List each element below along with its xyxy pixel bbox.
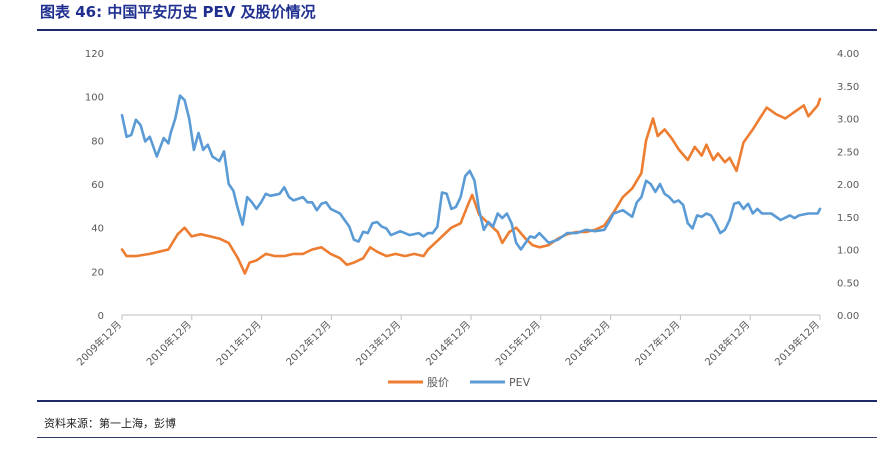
left-axis-tick-label: 80 <box>91 136 104 147</box>
legend-label-price: 股价 <box>427 376 449 389</box>
figure-title: 图表 46: 中国平安历史 PEV 及股价情况 <box>40 3 316 21</box>
x-axis-tick-label: 2018年12月 <box>702 318 752 368</box>
x-axis-tick-label: 2019年12月 <box>772 318 822 368</box>
x-axis-tick-label: 2017年12月 <box>632 318 682 368</box>
right-axis-tick-label: 2.00 <box>837 180 859 191</box>
x-axis-tick-label: 2010年12月 <box>144 318 194 368</box>
pev-series-line <box>120 94 822 251</box>
pev-price-chart: 0 20 40 60 80 100 120 0.00 0.50 1.00 1.50 2.00 2.50… <box>74 49 859 389</box>
left-axis-tick-label: 20 <box>91 267 104 278</box>
left-axis-tick-label: 100 <box>85 93 104 104</box>
legend-label-pev: PEV <box>509 376 531 389</box>
left-axis-tick-label: 120 <box>85 49 104 60</box>
title-rule <box>37 29 877 31</box>
left-axis-tick-label: 0 <box>98 311 104 322</box>
right-axis-tick-label: 0.00 <box>837 311 859 322</box>
right-axis-tick-label: 0.50 <box>837 278 859 289</box>
x-axis-tick-label: 2013年12月 <box>353 318 403 368</box>
right-axis-tick-label: 3.50 <box>837 82 859 93</box>
right-axis-tick-label: 3.00 <box>837 115 859 126</box>
right-axis-tick-label: 2.50 <box>837 147 859 158</box>
bottom-rule <box>37 437 877 438</box>
x-axis-tick-label: 2009年12月 <box>74 318 124 368</box>
right-axis-tick-label: 1.00 <box>837 246 859 257</box>
right-axis-tick-label: 4.00 <box>837 49 859 60</box>
x-axis-tick-label: 2011年12月 <box>213 318 263 368</box>
x-axis-tick-label: 2016年12月 <box>562 318 612 368</box>
left-axis-tick-label: 40 <box>91 224 104 235</box>
left-axis-tick-label: 60 <box>91 180 104 191</box>
source-rule <box>37 400 877 402</box>
x-axis-tick-label: 2014年12月 <box>423 318 473 368</box>
price-series-line <box>120 97 822 275</box>
right-axis-tick-label: 1.50 <box>837 213 859 224</box>
x-axis-tick-label: 2012年12月 <box>283 318 333 368</box>
x-axis-tick-label: 2015年12月 <box>493 318 543 368</box>
source-note: 资料来源：第一上海，彭博 <box>44 417 176 430</box>
